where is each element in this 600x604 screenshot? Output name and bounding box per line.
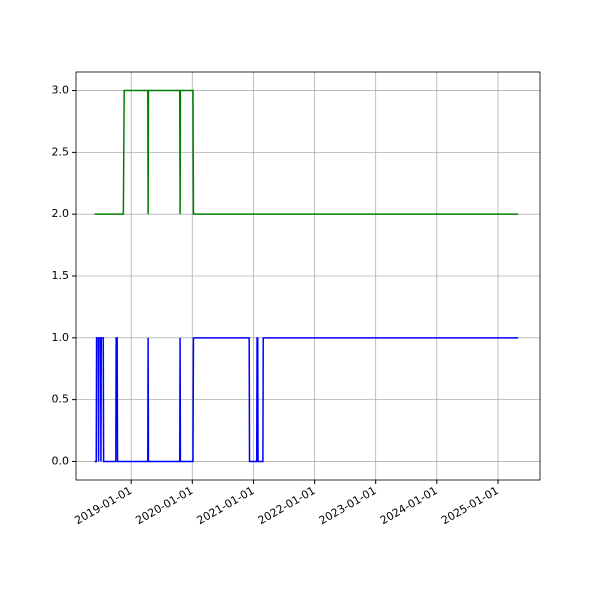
line-series	[94, 337, 519, 463]
y-tick-label: 0.5	[52, 393, 70, 406]
line-series	[94, 89, 519, 215]
y-tick-label: 3.0	[52, 84, 70, 97]
y-tick-label: 2.5	[52, 145, 70, 158]
y-tick-label: 0.0	[52, 454, 70, 467]
y-tick-label: 1.0	[52, 331, 70, 344]
y-tick-label: 1.5	[52, 269, 70, 282]
y-tick-label: 2.0	[52, 207, 70, 220]
plot-frame	[75, 71, 541, 481]
